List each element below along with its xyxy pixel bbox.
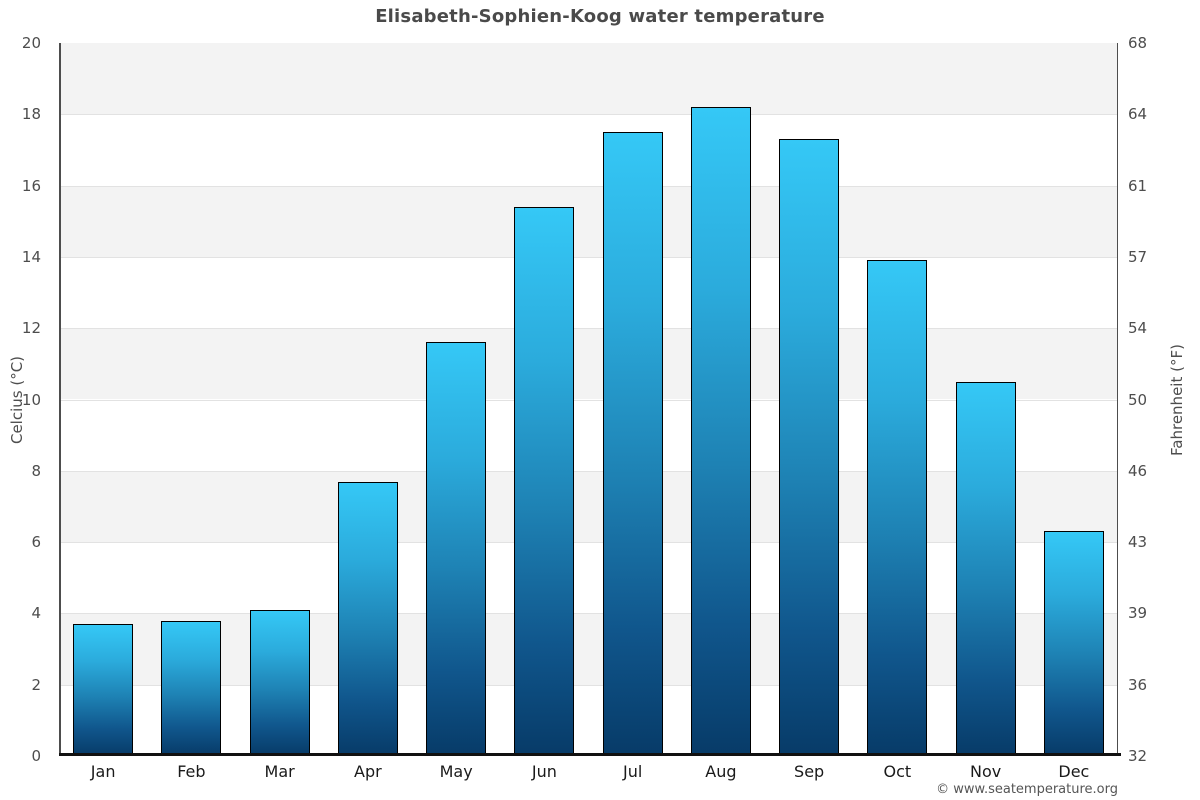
gridline xyxy=(59,613,1118,615)
month-label-feb: Feb xyxy=(177,762,206,781)
grid-band xyxy=(59,114,1118,186)
gridline xyxy=(59,114,1118,116)
bar-jul xyxy=(602,132,663,756)
bar-may xyxy=(426,342,487,756)
grid-band xyxy=(59,684,1118,756)
bar-mar xyxy=(249,609,310,756)
month-label-dec: Dec xyxy=(1058,762,1090,781)
month-label-jul: Jul xyxy=(622,762,643,781)
fahrenheit-tick-label: 50 xyxy=(1128,390,1148,409)
month-label-mar: Mar xyxy=(264,762,295,781)
celsius-tick-label: 8 xyxy=(31,461,41,480)
celsius-tick-label: 4 xyxy=(31,604,41,623)
month-label-apr: Apr xyxy=(354,762,382,781)
month-label-nov: Nov xyxy=(970,762,1002,781)
month-labels: Jan Feb Mar Apr May Jun Jul Aug Sep Oct Nov Dec xyxy=(59,762,1118,786)
celsius-tick-label: 10 xyxy=(21,390,41,409)
month-label-oct: Oct xyxy=(883,762,912,781)
celsius-tick-label: 0 xyxy=(31,747,41,765)
right-axis-line xyxy=(1116,43,1118,756)
gridline xyxy=(59,542,1118,544)
celsius-tick-label: 14 xyxy=(21,247,41,266)
grid-band xyxy=(59,542,1118,614)
fahrenheit-tick-label: 61 xyxy=(1128,176,1148,195)
fahrenheit-tick-label: 36 xyxy=(1128,675,1148,694)
month-label-sep: Sep xyxy=(794,762,825,781)
celsius-tick-label: 6 xyxy=(31,533,41,552)
grid-band xyxy=(59,185,1118,257)
plot-area xyxy=(59,43,1121,756)
celsius-tick-label: 18 xyxy=(21,105,41,124)
gridline xyxy=(59,328,1118,330)
grid-band xyxy=(59,399,1118,471)
bar-aug xyxy=(690,107,751,756)
grid-band xyxy=(59,43,1118,115)
grid-band xyxy=(59,328,1118,400)
chart-title: Elisabeth-Sophien-Koog water temperature xyxy=(375,6,825,27)
bar-nov xyxy=(955,381,1016,756)
fahrenheit-tick-label: 54 xyxy=(1128,319,1148,338)
gridline xyxy=(59,256,1118,258)
gridline xyxy=(59,470,1118,472)
fahrenheit-tick-label: 46 xyxy=(1128,461,1148,480)
gridline xyxy=(59,399,1118,401)
bar-oct xyxy=(867,260,928,756)
bar-sep xyxy=(779,139,840,756)
month-label-jan: Jan xyxy=(90,762,116,781)
grid-band xyxy=(59,470,1118,543)
bar-feb xyxy=(161,620,222,756)
bar-dec xyxy=(1043,531,1104,756)
left-axis-line xyxy=(59,43,61,756)
celsius-tick-label: 20 xyxy=(21,34,41,52)
fahrenheit-tick-labels: 32 36 39 43 46 50 54 57 61 64 68 xyxy=(1118,34,1198,765)
bar-apr xyxy=(337,481,398,756)
gridline xyxy=(59,684,1118,686)
bar-jun xyxy=(514,207,575,756)
footer-credit: © www.seatemperature.org xyxy=(936,782,1118,797)
fahrenheit-tick-label: 57 xyxy=(1128,247,1148,266)
gridline xyxy=(59,185,1118,187)
month-label-jun: Jun xyxy=(531,762,557,781)
fahrenheit-tick-label: 39 xyxy=(1128,604,1148,623)
grid-band xyxy=(59,256,1118,329)
fahrenheit-tick-label: 32 xyxy=(1128,747,1148,765)
celsius-tick-labels: 0 2 4 6 8 10 12 14 16 18 20 xyxy=(0,34,50,765)
celsius-tick-label: 2 xyxy=(31,675,41,694)
celsius-tick-label: 16 xyxy=(21,176,41,195)
bar-jan xyxy=(73,624,134,756)
fahrenheit-tick-label: 64 xyxy=(1128,105,1148,124)
celsius-tick-label: 12 xyxy=(21,319,41,338)
grid-band xyxy=(59,613,1118,685)
month-label-may: May xyxy=(439,762,473,781)
bottom-axis-line xyxy=(59,753,1121,756)
month-label-aug: Aug xyxy=(705,762,737,781)
fahrenheit-tick-label: 68 xyxy=(1128,34,1148,52)
fahrenheit-tick-label: 43 xyxy=(1128,533,1148,552)
